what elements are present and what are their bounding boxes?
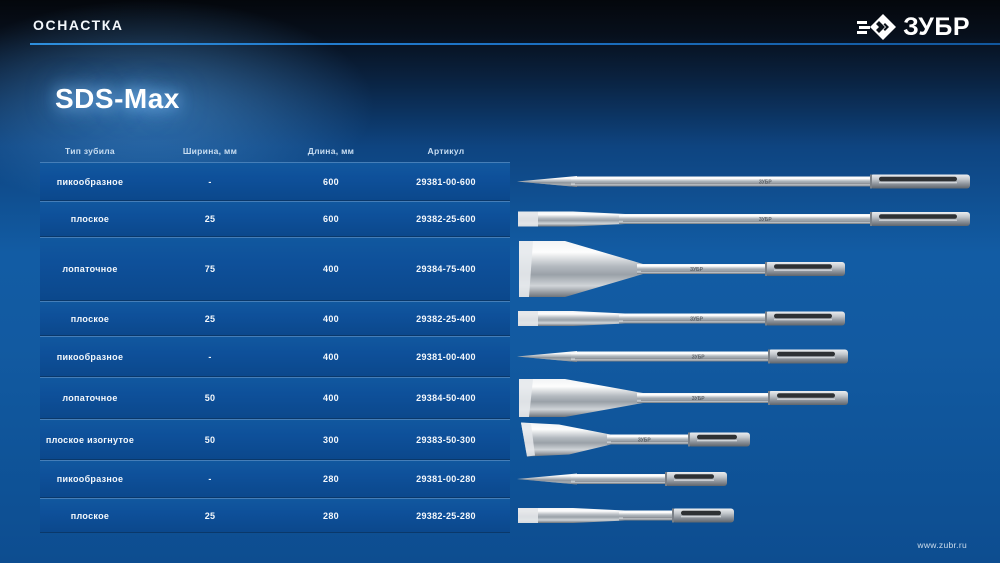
table-header: Тип зубила Ширина, мм Длина, мм Артикул <box>40 140 510 163</box>
chisel-product-image <box>515 499 734 532</box>
chisel-width: - <box>208 474 212 484</box>
website-url: www.zubr.ru <box>917 540 967 550</box>
column-header-length: Длина, мм <box>307 146 355 156</box>
chisel-product-image: ЗУБР <box>515 238 845 300</box>
chisel-type: пикообразное <box>56 474 124 484</box>
svg-text:ЗУБР: ЗУБР <box>759 180 773 186</box>
column-header-type: Тип зубила <box>65 146 115 156</box>
chisel-length: 600 <box>323 176 339 187</box>
product-row: пикообразное - 400 29381-00-400 ЗУБР <box>40 336 975 377</box>
svg-text:ЗУБР: ЗУБР <box>690 267 704 273</box>
chisel-sku: 29383-50-300 <box>416 434 476 445</box>
chisel-length: 400 <box>323 351 339 362</box>
chisel-width: 25 <box>204 313 216 324</box>
product-row: плоское 25 400 29382-25-400 ЗУБР <box>40 301 975 336</box>
zubr-diamond-arrow-icon <box>857 11 897 43</box>
svg-text:ЗУБР: ЗУБР <box>692 355 706 361</box>
chisel-length: 280 <box>323 510 339 521</box>
table-row: плоское 25 400 29382-25-400 <box>40 301 510 336</box>
svg-text:ЗУБР: ЗУБР <box>690 317 704 323</box>
brand-logo: ЗУБР <box>857 11 970 43</box>
chisel-length: 400 <box>323 264 339 274</box>
table-row: плоское изогнутое 50 300 29383-50-300 <box>40 419 510 460</box>
chisel-type: плоское <box>70 510 110 521</box>
column-header-width: Ширина, мм <box>182 146 238 156</box>
table-row: пикообразное - 400 29381-00-400 <box>40 336 510 377</box>
chisel-width: - <box>208 176 212 187</box>
chisel-type: плоское <box>70 214 110 224</box>
chisel-type: лопаточное <box>62 393 118 403</box>
chisel-sku: 29382-25-280 <box>416 510 476 521</box>
product-row: плоское 25 280 29382-25-280 <box>40 498 975 533</box>
svg-text:ЗУБР: ЗУБР <box>759 217 773 223</box>
chisel-length: 600 <box>323 214 339 224</box>
chisel-length: 400 <box>323 393 339 403</box>
chisel-product-image <box>515 461 727 497</box>
chisel-sku: 29381-00-280 <box>416 474 476 484</box>
product-row: плоское изогнутое 50 300 29383-50-300 ЗУБР <box>40 419 975 460</box>
chisel-width: 25 <box>204 510 216 521</box>
chisel-length: 280 <box>323 474 339 484</box>
product-row: лопаточное 75 400 29384-75-400 ЗУБР <box>40 237 975 301</box>
section-title: ОСНАСТКА <box>33 17 124 33</box>
page-title: SDS-Max <box>55 83 180 114</box>
table-row: пикообразное - 600 29381-00-600 <box>40 162 510 201</box>
svg-text:ЗУБР: ЗУБР <box>692 396 706 402</box>
brand-logo-text: ЗУБР <box>903 12 970 41</box>
product-row: пикообразное - 600 29381-00-600 ЗУБР <box>40 162 975 201</box>
chisel-length: 300 <box>323 434 339 445</box>
chisel-sku: 29382-25-600 <box>416 214 476 224</box>
table-row: лопаточное 50 400 29384-50-400 <box>40 377 510 419</box>
chisel-width: 50 <box>204 393 216 403</box>
product-row: лопаточное 50 400 29384-50-400 ЗУБР <box>40 377 975 419</box>
chisel-type: плоское <box>70 313 110 324</box>
table-row: пикообразное - 280 29381-00-280 <box>40 460 510 498</box>
chisel-product-image: ЗУБР <box>515 163 970 200</box>
chisel-sku: 29381-00-400 <box>416 351 476 362</box>
column-header-sku: Артикул <box>427 146 465 156</box>
table-row: плоское 25 600 29382-25-600 <box>40 201 510 237</box>
chisel-width: 25 <box>204 214 216 224</box>
chisel-sku: 29384-75-400 <box>416 264 476 274</box>
chisel-type: пикообразное <box>56 351 124 362</box>
chisel-type: лопаточное <box>62 264 118 274</box>
chisel-width: 75 <box>204 264 216 274</box>
product-row: плоское 25 600 29382-25-600 ЗУБР <box>40 201 975 237</box>
chisel-width: - <box>208 351 212 362</box>
chisel-product-image: ЗУБР <box>515 337 848 376</box>
chisel-product-image: ЗУБР <box>515 202 970 236</box>
chisel-product-image: ЗУБР <box>515 420 750 459</box>
chisel-sku: 29382-25-400 <box>416 313 476 324</box>
chisel-sku: 29381-00-600 <box>416 176 476 187</box>
product-table: пикообразное - 600 29381-00-600 ЗУБР плоское 2… <box>40 162 975 534</box>
chisel-length: 400 <box>323 313 339 324</box>
chisel-type: пикообразное <box>56 176 124 187</box>
table-row: плоское 25 280 29382-25-280 <box>40 498 510 533</box>
chisel-type: плоское изогнутое <box>45 434 135 445</box>
chisel-product-image: ЗУБР <box>515 302 845 335</box>
chisel-width: 50 <box>204 434 216 445</box>
header-bar: ОСНАСТКА ЗУБР <box>0 0 1000 55</box>
chisel-sku: 29384-50-400 <box>416 393 476 403</box>
table-row: лопаточное 75 400 29384-75-400 <box>40 237 510 301</box>
chisel-product-image: ЗУБР <box>515 378 848 418</box>
header-accent-line <box>30 43 1000 45</box>
svg-text:ЗУБР: ЗУБР <box>638 438 652 444</box>
product-row: пикообразное - 280 29381-00-280 <box>40 460 975 498</box>
